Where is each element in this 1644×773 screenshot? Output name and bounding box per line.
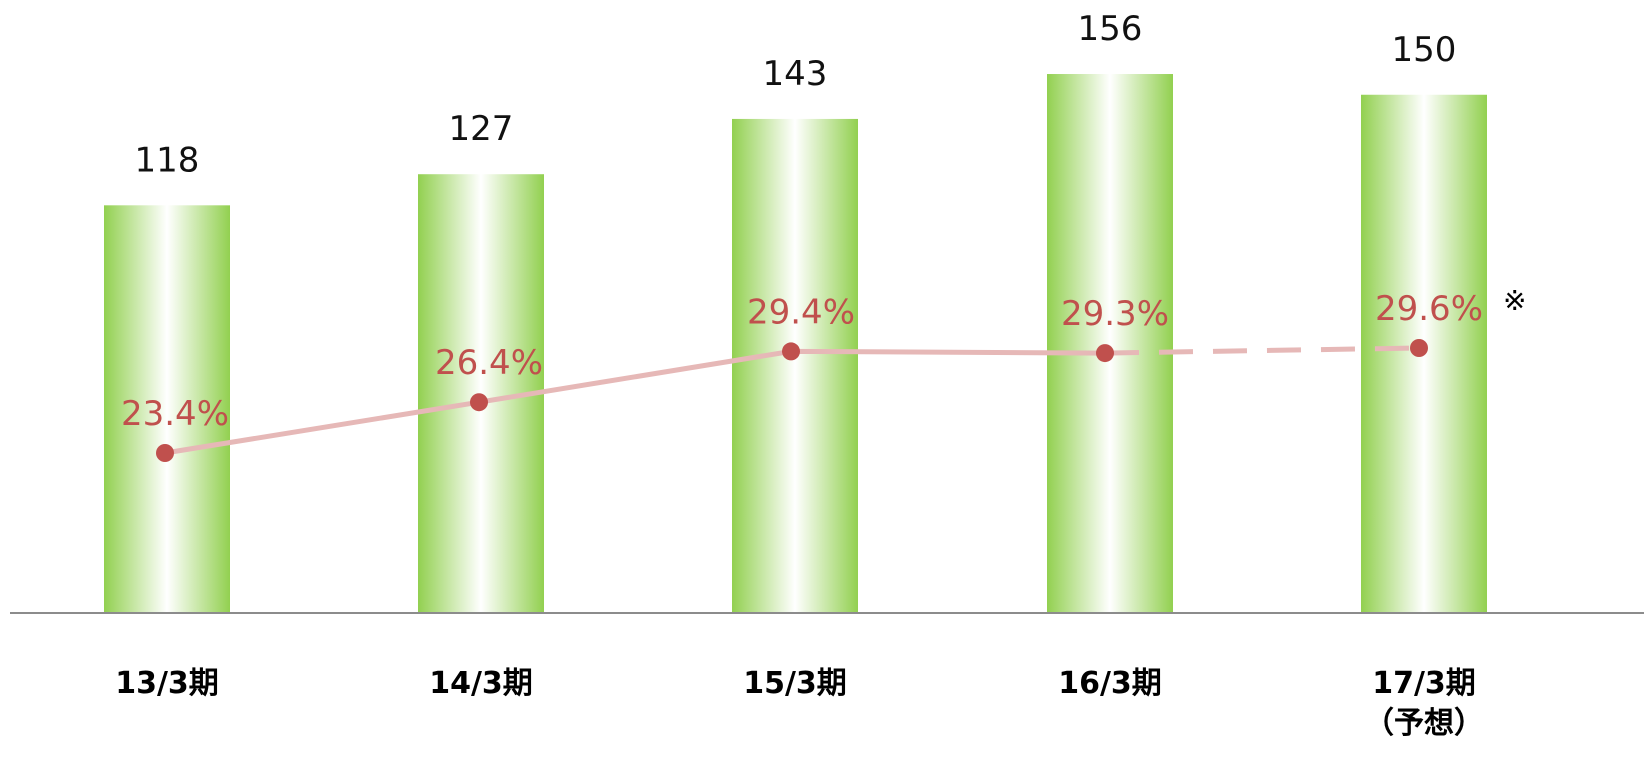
bar-value-label-4: 150: [1392, 30, 1457, 70]
ratio-point-4: [1410, 339, 1428, 357]
ratio-label-0: 23.4%: [121, 394, 229, 434]
ratio-label-4: 29.6%: [1375, 289, 1483, 329]
category-label-1-line-0: 14/3期: [429, 666, 533, 701]
ratio-label-1: 26.4%: [435, 343, 543, 383]
bar-2: [732, 118, 858, 613]
ratio-point-2: [782, 342, 800, 361]
category-label-2-line-0: 15/3期: [743, 666, 847, 701]
bar-value-label-3: 156: [1078, 9, 1143, 49]
category-label-4-line-0: 17/3期: [1372, 666, 1476, 701]
bars-group: [104, 74, 1487, 613]
category-label-4-line-1: （予想）: [1364, 706, 1484, 741]
category-label-3-line-0: 16/3期: [1058, 666, 1162, 701]
bar-value-label-1: 127: [449, 109, 514, 149]
bar-0: [104, 205, 230, 613]
bar-3: [1047, 74, 1173, 613]
ratio-label-3: 29.3%: [1061, 294, 1169, 334]
forecast-note-mark: ※: [1503, 284, 1526, 317]
ratio-line-actual: [164, 348, 1106, 456]
ratio-point-0: [156, 444, 174, 462]
category-label-0-line-0: 13/3期: [115, 666, 219, 701]
ratio-point-1: [470, 393, 488, 412]
bar-value-label-0: 118: [135, 140, 200, 180]
ratio-point-3: [1096, 344, 1114, 363]
ratio-label-2: 29.4%: [747, 292, 855, 332]
bar-value-label-2: 143: [763, 54, 828, 94]
